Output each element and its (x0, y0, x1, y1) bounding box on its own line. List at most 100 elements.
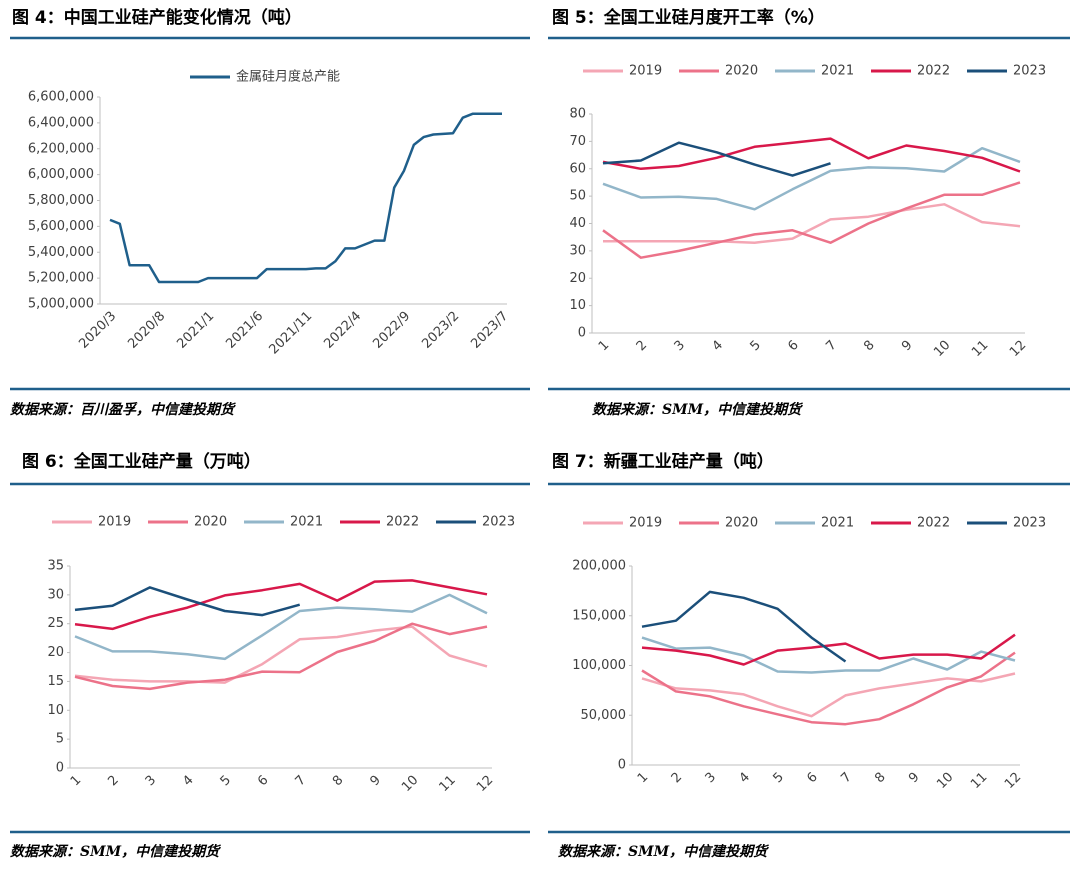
x-tick-label: 11 (968, 770, 990, 792)
series-line (74, 579, 488, 631)
y-tick-label: 5,200,000 (28, 271, 94, 286)
legend-label: 2020 (194, 515, 227, 530)
series-line (641, 651, 1016, 726)
chart-title: 图 5：全国工业硅月度开工率（%） (552, 7, 825, 28)
x-tick-label: 3 (703, 770, 719, 786)
y-tick-label: 10 (569, 298, 586, 313)
series-line (641, 636, 1016, 674)
y-tick-label: 40 (569, 216, 586, 231)
series-line (602, 181, 1021, 259)
x-tick-label: 10 (399, 773, 421, 795)
y-tick-label: 20 (569, 271, 586, 286)
y-tick-label: 5,600,000 (28, 219, 94, 234)
x-tick-label: 4 (737, 770, 753, 786)
y-tick-label: 25 (47, 616, 64, 631)
x-tick-label: 2 (634, 338, 650, 354)
y-tick-label: 0 (56, 761, 64, 776)
x-tick-label: 3 (672, 338, 688, 354)
x-tick-label: 2020/3 (76, 309, 119, 352)
y-tick-label: 5,400,000 (28, 245, 94, 260)
y-tick-label: 200,000 (572, 559, 626, 574)
x-tick-label: 4 (180, 773, 196, 789)
x-tick-label: 2023/7 (468, 309, 511, 352)
x-tick-label: 2021/1 (174, 309, 217, 352)
x-tick-label: 6 (255, 773, 271, 789)
legend-label: 2023 (482, 515, 515, 530)
y-tick-label: 80 (569, 107, 586, 122)
x-tick-label: 2022/4 (321, 309, 364, 352)
x-tick-label: 6 (804, 770, 820, 786)
x-tick-label: 9 (899, 338, 915, 354)
x-tick-label: 5 (770, 770, 786, 786)
x-tick-label: 2021/6 (223, 309, 266, 352)
y-tick-label: 6,000,000 (28, 167, 94, 182)
x-tick-label: 1 (635, 770, 651, 786)
legend-label: 2022 (917, 64, 950, 79)
y-tick-label: 5,000,000 (28, 297, 94, 312)
y-tick-label: 6,200,000 (28, 141, 94, 156)
legend-label: 2022 (917, 516, 950, 531)
x-tick-label: 3 (143, 773, 159, 789)
x-tick-label: 2 (105, 773, 121, 789)
x-tick-label: 4 (710, 338, 726, 354)
series-line (74, 593, 488, 661)
source: 数据来源：SMM，中信建投期货 (558, 843, 769, 860)
legend-label: 2021 (290, 515, 323, 530)
x-tick-label: 6 (785, 338, 801, 354)
y-tick-label: 15 (47, 674, 64, 689)
legend-label: 金属硅月度总产能 (236, 69, 340, 85)
legend-label: 2021 (821, 64, 854, 79)
legend-label: 2019 (629, 516, 662, 531)
y-tick-label: 100,000 (572, 658, 626, 673)
x-tick-label: 12 (1002, 770, 1024, 792)
x-tick-label: 2022/9 (370, 309, 413, 352)
y-tick-label: 50,000 (581, 708, 627, 723)
x-tick-label: 1 (596, 338, 612, 354)
x-tick-label: 7 (823, 338, 839, 354)
y-tick-label: 6,400,000 (28, 115, 94, 130)
y-tick-label: 20 (47, 645, 64, 660)
x-tick-label: 10 (934, 770, 956, 792)
legend-label: 2019 (98, 515, 131, 530)
series-line (109, 112, 502, 284)
source: 数据来源：SMM，中信建投期货 (592, 401, 803, 418)
series-line (641, 633, 1016, 666)
series-line (602, 137, 1021, 173)
x-tick-label: 2023/2 (419, 309, 462, 352)
x-tick-label: 1 (68, 773, 84, 789)
series-line (641, 590, 847, 663)
x-tick-label: 8 (330, 773, 346, 789)
x-tick-label: 11 (437, 773, 459, 795)
y-tick-label: 30 (47, 587, 64, 602)
chart-title: 图 6：全国工业硅产量（万吨） (22, 451, 261, 472)
y-tick-label: 30 (569, 243, 586, 258)
chart-title: 图 4：中国工业硅产能变化情况（吨） (12, 7, 302, 28)
legend-label: 2023 (1013, 516, 1046, 531)
y-tick-label: 70 (569, 134, 586, 149)
chart-title: 图 7：新疆工业硅产量（吨） (552, 451, 774, 472)
x-tick-label: 11 (969, 338, 991, 360)
x-tick-label: 2020/8 (125, 309, 168, 352)
x-tick-label: 7 (838, 770, 854, 786)
y-tick-label: 60 (569, 161, 586, 176)
y-tick-label: 0 (618, 758, 626, 773)
y-tick-label: 35 (47, 559, 64, 574)
series-line (641, 672, 1016, 718)
source: 数据来源：SMM，中信建投期货 (10, 843, 221, 860)
y-tick-label: 10 (47, 703, 64, 718)
x-tick-label: 10 (931, 338, 953, 360)
legend-label: 2020 (725, 64, 758, 79)
legend-label: 2021 (821, 516, 854, 531)
series-line (603, 203, 1021, 244)
x-tick-label: 8 (861, 338, 877, 354)
x-tick-label: 9 (367, 773, 383, 789)
x-tick-label: 2021/11 (267, 309, 316, 358)
x-tick-label: 5 (218, 773, 234, 789)
legend-label: 2023 (1013, 64, 1046, 79)
x-tick-label: 12 (1007, 338, 1029, 360)
x-tick-label: 2 (669, 770, 685, 786)
legend-label: 2022 (386, 515, 419, 530)
source: 数据来源：百川盈孚，中信建投期货 (10, 401, 236, 418)
x-tick-label: 8 (872, 770, 888, 786)
series-line (74, 625, 488, 684)
